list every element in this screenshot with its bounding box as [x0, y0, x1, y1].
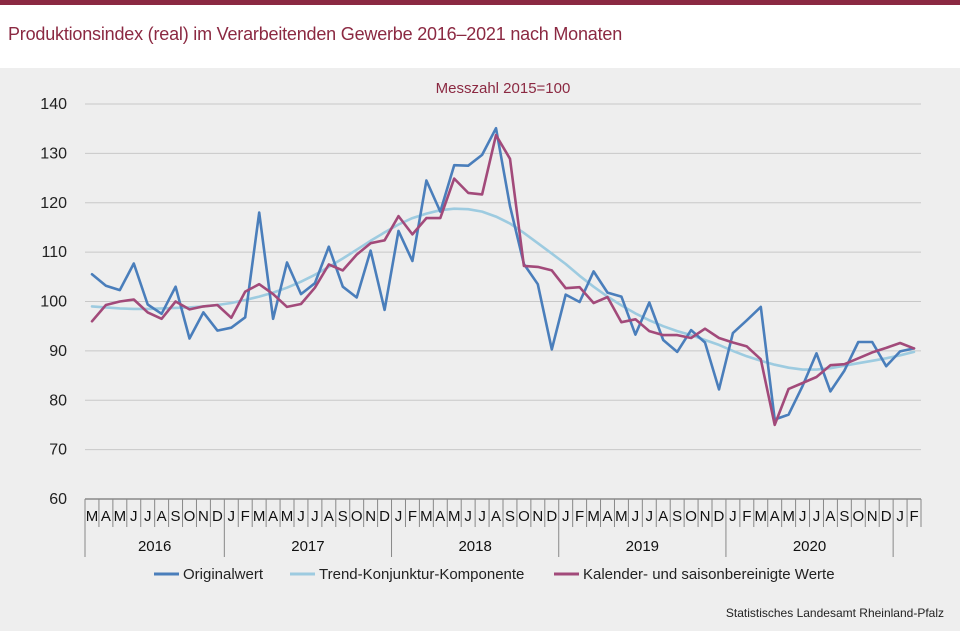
x-tick-label: N: [867, 508, 878, 525]
legend-label: Kalender- und saisonbereinigte Werte: [583, 566, 835, 583]
x-tick-label: A: [770, 508, 780, 525]
x-tick-label: M: [253, 508, 266, 525]
y-tick-label: 60: [49, 491, 67, 508]
x-tick-label: S: [505, 508, 515, 525]
x-tick-label: J: [646, 508, 654, 525]
x-tick-label: J: [297, 508, 305, 525]
x-tick-label: A: [602, 508, 612, 525]
line-chart: Messzahl 2015=100 60 70 80 90 100 110 120 130 14…: [40, 80, 944, 620]
y-tick-label: 140: [40, 96, 67, 113]
header-accent-bar: [0, 0, 960, 5]
x-tick-label: F: [241, 508, 250, 525]
x-tick-label: O: [351, 508, 363, 525]
year-label: 2018: [458, 538, 491, 555]
x-tick-label: N: [700, 508, 711, 525]
x-tick-label: F: [909, 508, 918, 525]
x-tick-label: J: [395, 508, 403, 525]
x-tick-label: F: [408, 508, 417, 525]
x-tick-label: F: [742, 508, 751, 525]
x-tick-label: O: [685, 508, 697, 525]
y-tick-label: 130: [40, 145, 67, 162]
year-label: 2020: [793, 538, 826, 555]
series-lines: [90, 126, 916, 427]
x-tick-label: J: [562, 508, 570, 525]
y-tick-label: 110: [41, 244, 67, 261]
y-tick-label: 80: [49, 392, 67, 409]
y-tick-label: 70: [49, 442, 67, 459]
year-label: 2019: [626, 538, 659, 555]
x-tick-label: O: [184, 508, 196, 525]
year-label: 2016: [138, 538, 171, 555]
x-tick-label: N: [198, 508, 209, 525]
series-line-trend: [90, 207, 916, 371]
series-line-original: [90, 126, 916, 421]
y-tick-label: 90: [49, 343, 67, 360]
x-tick-label: N: [532, 508, 543, 525]
x-tick-label: J: [813, 508, 821, 525]
x-tick-label: M: [420, 508, 433, 525]
x-tick-label: A: [157, 508, 167, 525]
x-tick-label: O: [518, 508, 530, 525]
x-tick-label: J: [896, 508, 904, 525]
legend-label: Trend-Konjunktur-Komponente: [319, 566, 524, 583]
x-tick-label: F: [575, 508, 584, 525]
x-tick-label: J: [130, 508, 138, 525]
x-tick-label: J: [464, 508, 472, 525]
x-tick-label: M: [755, 508, 768, 525]
series-line-adjusted: [90, 133, 916, 427]
x-tick-label: M: [281, 508, 294, 525]
x-tick-label: M: [615, 508, 628, 525]
year-label: 2017: [291, 538, 324, 555]
x-tick-label: A: [268, 508, 278, 525]
x-tick-label: D: [379, 508, 390, 525]
x-tick-label: D: [881, 508, 892, 525]
x-tick-label: M: [86, 508, 99, 525]
x-tick-label: A: [825, 508, 835, 525]
legend-label: Originalwert: [183, 566, 264, 583]
x-tick-label: J: [311, 508, 319, 525]
x-tick-label: J: [478, 508, 486, 525]
page-title: Produktionsindex (real) im Verarbeitende…: [8, 24, 623, 44]
x-tick-label: A: [491, 508, 501, 525]
x-tick-label: S: [171, 508, 181, 525]
x-tick-label: A: [435, 508, 445, 525]
x-tick-label: M: [587, 508, 600, 525]
x-tick-label: J: [632, 508, 640, 525]
x-tick-label: O: [852, 508, 864, 525]
y-axis-ticks: 60 70 80 90 100 110 120 130 140: [40, 96, 67, 508]
y-tick-label: 120: [40, 195, 67, 212]
x-tick-label: D: [546, 508, 557, 525]
x-tick-label: M: [448, 508, 461, 525]
x-tick-label: J: [228, 508, 236, 525]
x-tick-label: J: [799, 508, 807, 525]
gridlines: [85, 103, 921, 500]
x-tick-label: S: [338, 508, 348, 525]
x-tick-label: A: [101, 508, 111, 525]
x-tick-label: A: [324, 508, 334, 525]
x-tick-label: D: [212, 508, 223, 525]
x-tick-label: N: [365, 508, 376, 525]
source-note: Statistisches Landesamt Rheinland-Pfalz: [726, 606, 944, 620]
x-tick-label: M: [782, 508, 795, 525]
x-tick-label: S: [672, 508, 682, 525]
x-tick-label: D: [714, 508, 725, 525]
x-tick-label: M: [114, 508, 127, 525]
y-tick-label: 100: [40, 294, 67, 311]
x-tick-label: S: [839, 508, 849, 525]
unit-label: Messzahl 2015=100: [436, 80, 571, 97]
legend: Originalwert Trend-Konjunktur-Komponente K…: [154, 566, 835, 583]
x-tick-label: J: [729, 508, 737, 525]
x-tick-label: J: [144, 508, 152, 525]
x-tick-label: A: [658, 508, 668, 525]
chart-panel: Messzahl 2015=100 60 70 80 90 100 110 120 130 14…: [0, 68, 960, 631]
